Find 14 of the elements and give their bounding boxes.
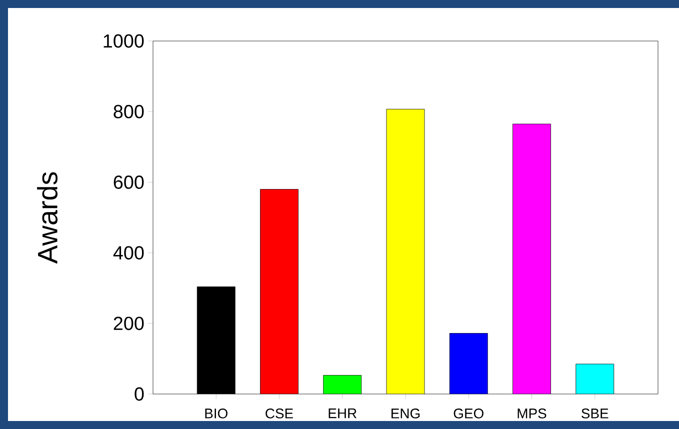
y-tick-label: 400 [113,246,144,260]
x-tick-label: MPS [518,408,546,418]
x-tick-label: SBE [582,408,608,418]
x-tick-label: BIO [205,408,228,418]
y-tick-label: 1000 [104,34,144,48]
x-tick-label: EHR [328,408,356,418]
y-tick-label: 0 [134,387,144,401]
x-tick-label: GEO [454,408,484,418]
y-tick-label: 600 [114,175,144,189]
y-tick-label: 200 [114,316,144,330]
x-tick-label: ENG [392,408,420,418]
y-axis-title: Awards [37,172,58,264]
x-tick-label: CSE [266,408,293,418]
y-tick-label: 800 [114,104,144,118]
